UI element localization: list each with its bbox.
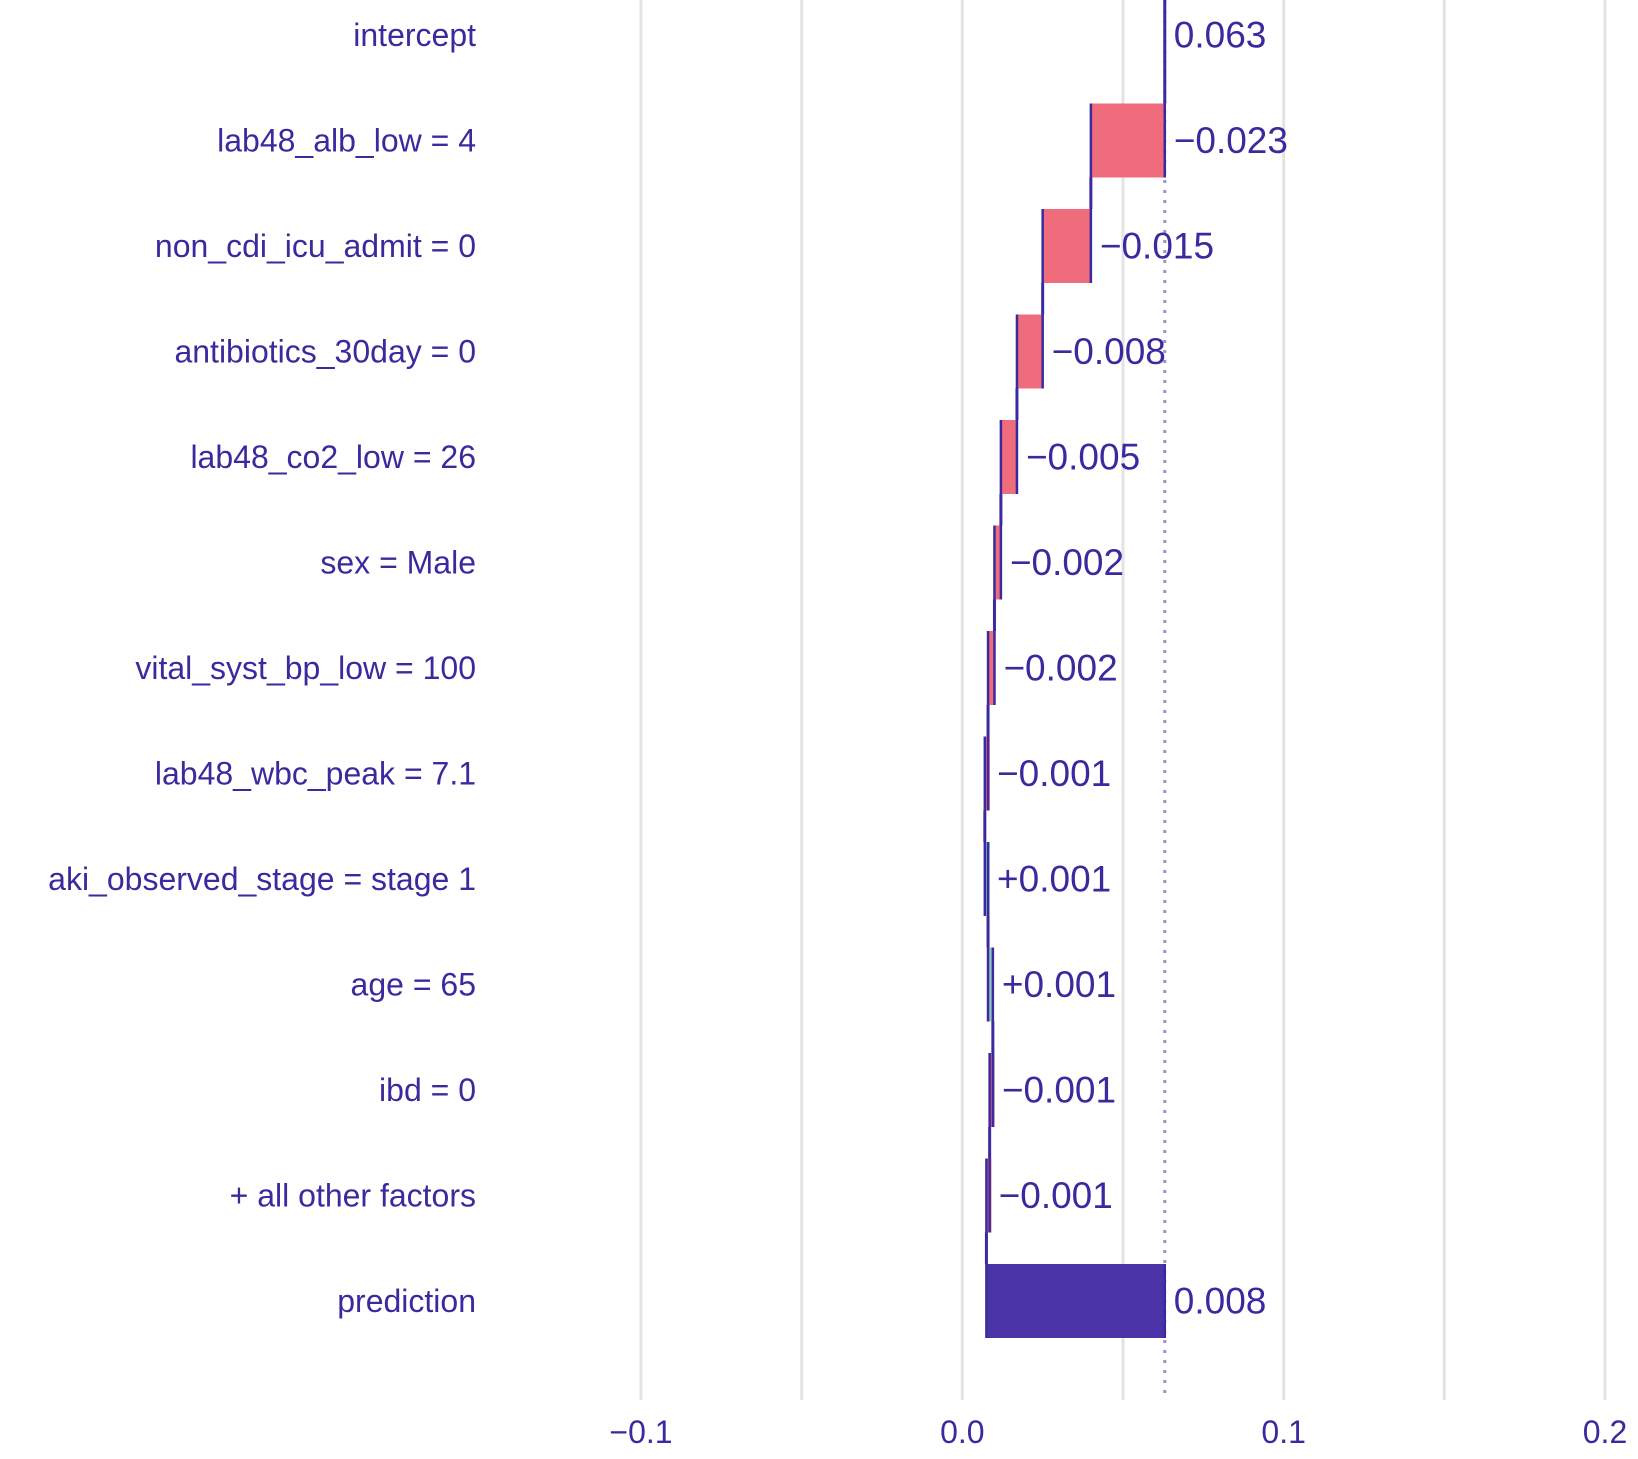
category-label: antibiotics_30day = 0 [174, 334, 476, 370]
category-label: non_cdi_icu_admit = 0 [155, 228, 476, 264]
value-label: −0.008 [1052, 331, 1166, 372]
value-label: 0.008 [1174, 1281, 1267, 1322]
value-label: +0.001 [997, 859, 1111, 900]
contribution-bar [1016, 314, 1043, 389]
contribution-bar [988, 947, 994, 1022]
bars-layer [983, 0, 1167, 1338]
labels-layer: intercept 0.063 lab48_alb_low = 4 −0.023 non… [48, 15, 1288, 1322]
category-label: lab48_co2_low = 26 [190, 439, 476, 475]
value-label: −0.005 [1026, 437, 1140, 478]
grid-layer [639, 0, 1607, 1400]
x-tick-label: 0.0 [940, 1414, 984, 1450]
value-label: +0.001 [1002, 964, 1116, 1005]
category-label: lab48_wbc_peak = 7.1 [155, 756, 476, 792]
value-label: −0.015 [1100, 226, 1214, 267]
value-label: −0.001 [1002, 1070, 1116, 1111]
contribution-bar [1042, 209, 1091, 283]
value-label: −0.002 [1010, 542, 1124, 583]
category-label: vital_syst_bp_low = 100 [135, 650, 476, 686]
x-tick-label: 0.1 [1261, 1414, 1305, 1450]
category-label: + all other factors [230, 1178, 476, 1214]
x-axis: −0.1 0.0 0.1 0.2 [609, 1414, 1627, 1450]
category-label: prediction [337, 1283, 476, 1319]
value-label: −0.002 [1003, 648, 1117, 689]
value-label: −0.023 [1174, 120, 1288, 161]
value-label: −0.001 [999, 1175, 1113, 1216]
category-label: aki_observed_stage = stage 1 [48, 861, 476, 897]
contribution-bar [988, 631, 995, 705]
category-label: intercept [353, 17, 476, 53]
prediction-bar [986, 1264, 1165, 1338]
contribution-bar [994, 525, 1001, 600]
contribution-bar [1000, 420, 1017, 494]
category-label: ibd = 0 [379, 1072, 476, 1108]
x-tick-label: −0.1 [609, 1414, 672, 1450]
value-label: 0.063 [1174, 15, 1267, 56]
category-label: age = 65 [351, 967, 476, 1003]
category-label: lab48_alb_low = 4 [217, 123, 476, 159]
value-label: −0.001 [997, 753, 1111, 794]
x-tick-label: 0.2 [1583, 1414, 1627, 1450]
contribution-bar [1090, 103, 1165, 178]
category-label: sex = Male [320, 545, 476, 581]
